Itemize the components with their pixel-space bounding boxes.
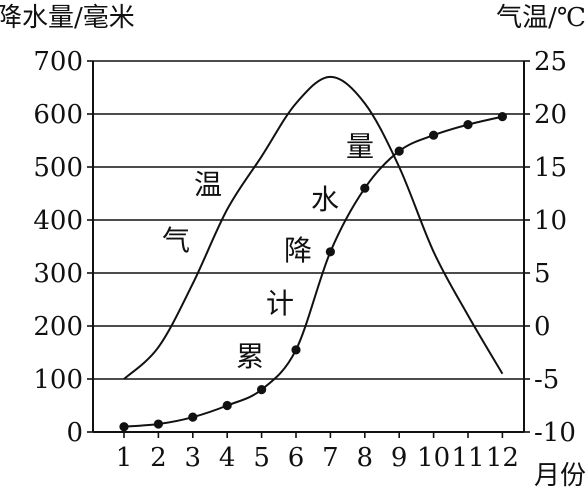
- annotation-label-5: 降: [284, 234, 312, 267]
- left-tick-label-0: 0: [66, 418, 83, 448]
- x-tick-label-3: 3: [185, 443, 202, 473]
- x-tick-label-11: 11: [451, 443, 484, 473]
- left-tick-label-200: 200: [33, 312, 83, 342]
- right-axis-title: 气温/℃: [496, 3, 586, 33]
- right-tick-label-15: 15: [534, 153, 567, 183]
- x-tick-label-2: 2: [150, 443, 167, 473]
- left-tick-label-400: 400: [33, 206, 83, 236]
- cumulative-precipitation-point-5: [257, 385, 267, 395]
- temperature-line: [123, 75, 504, 380]
- x-tick-label-10: 10: [417, 443, 450, 473]
- right-tick-label--5: -5: [534, 365, 559, 395]
- x-tick-label-9: 9: [391, 443, 408, 473]
- x-tick-label-1: 1: [116, 443, 133, 473]
- x-tick-label-6: 6: [288, 443, 305, 473]
- annotation-label-2: 气: [162, 224, 190, 257]
- annotation-label-4: 水: [311, 183, 339, 216]
- x-axis-ticks: 1 2 3 4 5 6 7 8 9 10 11 12: [116, 432, 519, 473]
- annotation-label-3: 量: [346, 130, 374, 163]
- cumulative-precipitation-point-6: [291, 345, 301, 355]
- cumulative-precipitation-point-9: [394, 146, 404, 156]
- x-tick-label-12: 12: [486, 443, 519, 473]
- x-tick-label-4: 4: [219, 443, 236, 473]
- right-axis-ticks: -10 -5 0 5 10 15 20 25: [524, 47, 576, 448]
- cumulative-precipitation-line: [123, 115, 503, 428]
- annotation-label-6: 计: [266, 287, 294, 320]
- left-axis-ticks: 0 100 200 300 400 500 600 700: [33, 47, 93, 448]
- x-tick-label-5: 5: [253, 443, 270, 473]
- right-tick-label-20: 20: [534, 100, 567, 130]
- left-axis-title: 降水量/毫米: [0, 3, 135, 33]
- left-tick-label-700: 700: [33, 47, 83, 77]
- cumulative-precipitation-point-1: [119, 422, 129, 432]
- cumulative-precipitation-point-3: [188, 412, 198, 422]
- right-tick-label-10: 10: [534, 206, 567, 236]
- left-tick-label-300: 300: [33, 259, 83, 289]
- right-tick-label--10: -10: [534, 418, 576, 448]
- cumulative-precipitation-point-8: [360, 183, 370, 193]
- left-tick-label-100: 100: [33, 365, 83, 395]
- cumulative-precipitation-point-12: [497, 112, 507, 122]
- left-tick-label-600: 600: [33, 100, 83, 130]
- grid-lines: [93, 60, 524, 380]
- plot-frame: [92, 61, 525, 433]
- annotation-label-1: 温: [194, 168, 222, 201]
- right-tick-label-5: 5: [534, 259, 551, 289]
- cumulative-precipitation-point-11: [463, 120, 473, 130]
- x-axis-title: 月份: [534, 461, 586, 491]
- annotation-label-7: 累: [236, 340, 264, 373]
- cumulative-precipitation-point-2: [153, 419, 163, 429]
- right-tick-label-25: 25: [534, 47, 567, 77]
- series-layer: [119, 75, 507, 432]
- right-tick-label-0: 0: [534, 312, 551, 342]
- cumulative-precipitation-point-4: [222, 400, 232, 411]
- x-tick-label-8: 8: [357, 443, 374, 473]
- x-tick-label-7: 7: [322, 443, 339, 473]
- cumulative-precipitation-point-7: [325, 247, 335, 257]
- cumulative-precipitation-point-10: [429, 130, 439, 140]
- left-tick-label-500: 500: [33, 153, 83, 183]
